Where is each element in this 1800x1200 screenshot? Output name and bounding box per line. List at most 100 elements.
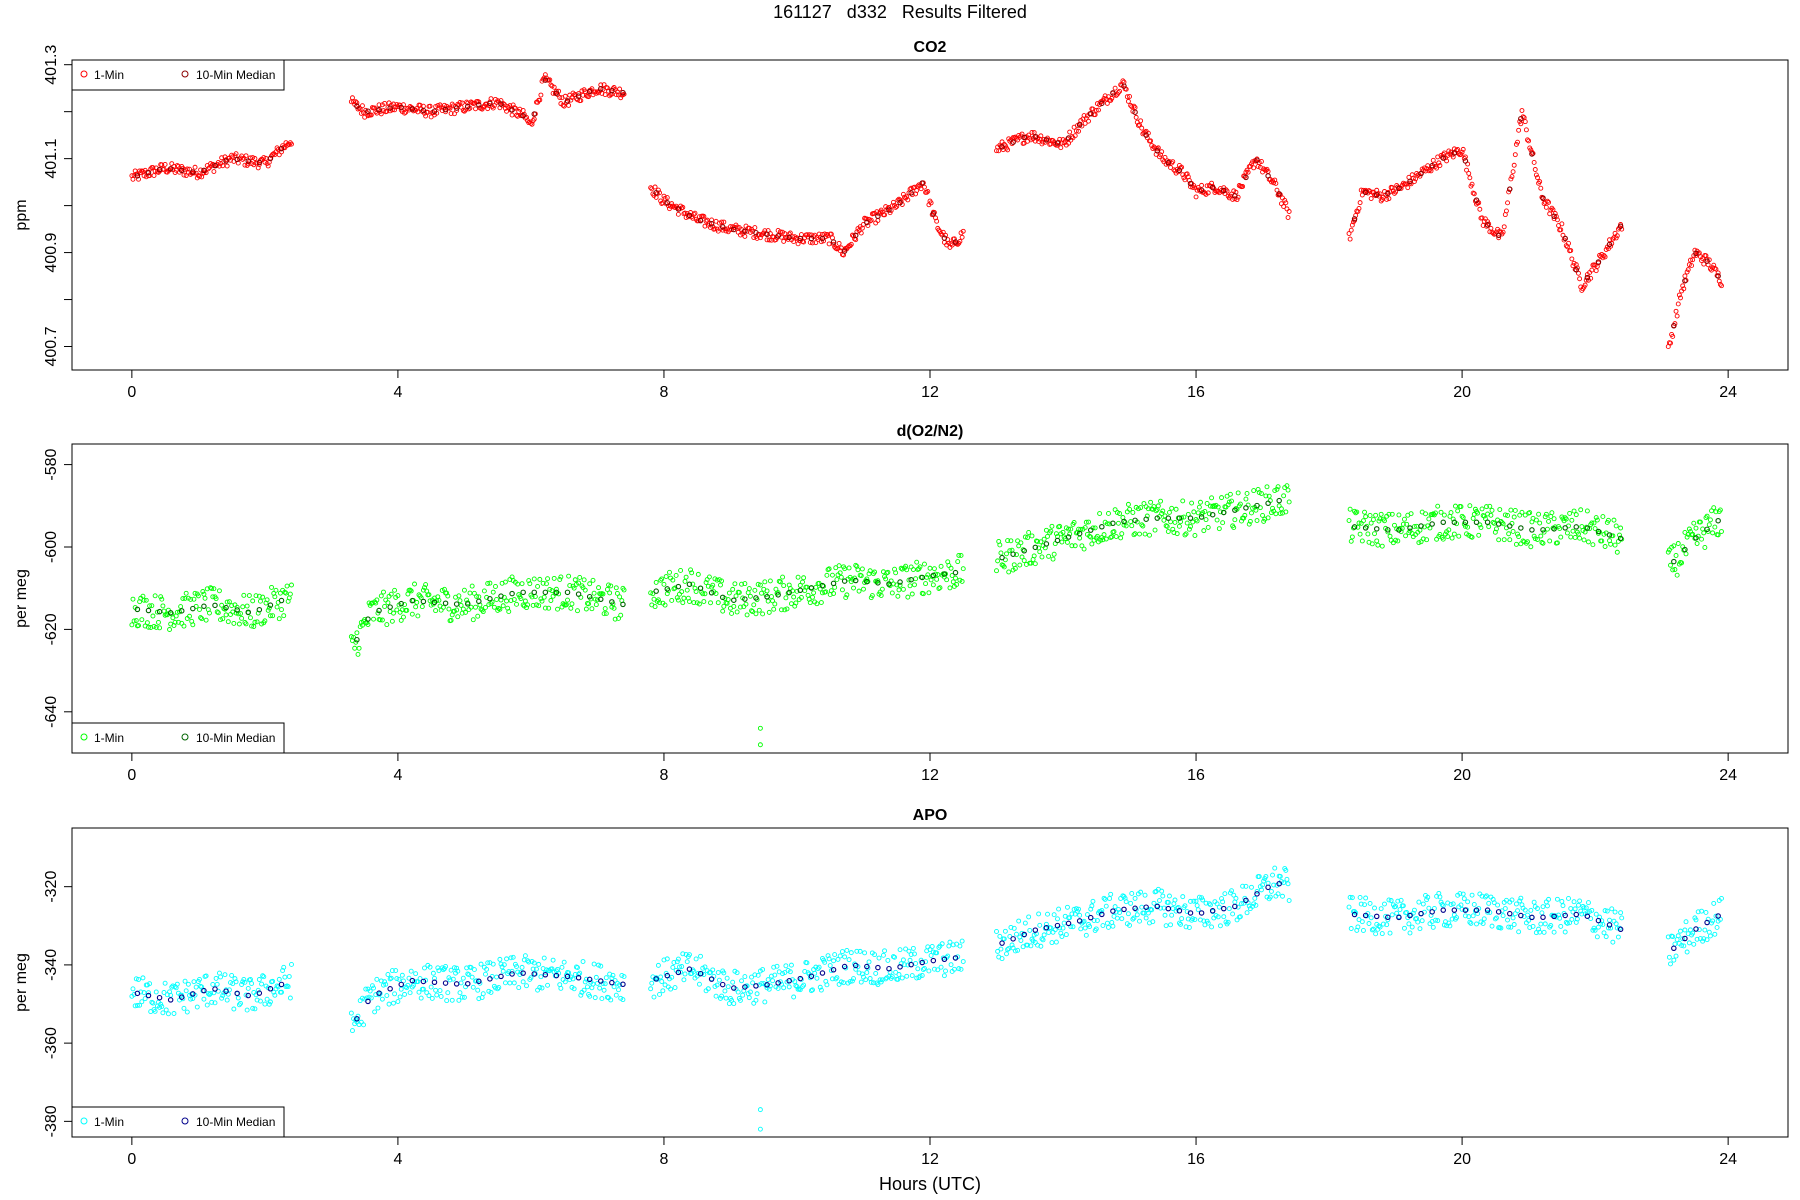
data-point [1426,905,1432,911]
data-point [1485,909,1491,915]
data-point [279,149,284,155]
data-point [788,601,794,607]
median-point [775,233,781,239]
data-point [614,590,620,596]
data-point [1134,912,1140,918]
data-point [409,611,415,617]
median-point [1671,945,1677,952]
data-point [538,92,544,98]
data-point [545,576,551,582]
data-point [174,981,180,987]
median-point [1076,122,1083,128]
data-point [140,975,146,981]
data-point [260,594,266,600]
data-point [591,961,597,967]
data-point [1594,934,1600,940]
data-point [825,953,831,959]
data-point [250,155,256,160]
data-point [365,622,371,627]
data-point [1603,934,1609,940]
data-point [581,577,587,583]
data-point [507,103,513,109]
data-point [896,587,902,593]
data-point [399,972,405,978]
median-point [1221,905,1227,912]
data-point [198,167,204,173]
data-point [1246,903,1252,909]
data-point [814,601,820,607]
data-point [572,577,578,583]
data-point [471,967,477,973]
data-point [1268,888,1274,894]
median-point [1243,897,1249,904]
data-point [376,102,382,108]
data-point [1614,233,1620,239]
data-point [846,565,852,571]
data-point [678,969,684,975]
data-point [1497,507,1503,512]
data-point [455,614,461,620]
median-point [542,589,549,596]
data-point [937,585,943,591]
data-point [165,1011,171,1017]
data-point [172,619,178,625]
data-point [1005,947,1011,952]
data-point [1417,926,1423,932]
data-point [791,994,797,1000]
median-point [786,978,792,984]
data-point [1201,528,1207,534]
data-point [1681,547,1687,553]
data-point [740,992,746,998]
data-point [546,605,552,611]
data-point [831,958,837,964]
data-point [1393,189,1399,195]
data-point [900,957,906,963]
data-point [454,607,460,613]
data-point [481,588,487,594]
data-point [427,964,433,970]
data-point [885,569,891,575]
median-point [697,217,704,224]
median-point [1221,187,1227,194]
data-point [720,608,726,614]
data-point [1168,519,1174,525]
data-point [1537,179,1543,185]
legend-label-median: 10-Min Median [196,1115,275,1129]
median-point [1076,530,1083,537]
data-point [1132,531,1138,537]
data-point [919,973,925,978]
data-point [443,109,449,115]
data-point [526,578,532,584]
data-point [434,992,440,998]
data-point [146,990,151,996]
median-point [167,997,174,1003]
data-point [525,958,531,964]
data-point [368,995,374,1001]
data-point [1356,206,1362,211]
data-point [1441,150,1447,156]
median-point [764,594,770,600]
data-point [678,567,684,573]
data-point [670,577,676,583]
data-point [922,561,927,567]
data-point [1567,920,1573,926]
median-point [852,962,859,969]
data-point [1102,93,1108,99]
data-point [377,617,383,623]
data-point [1018,540,1024,546]
median-point [234,607,240,613]
data-point [1459,513,1465,519]
data-point [700,591,706,597]
data-point [657,992,662,997]
data-point [1106,924,1111,930]
data-point [1458,504,1464,510]
data-point [534,602,539,608]
median-point [609,87,615,94]
data-point [1404,521,1410,527]
legend: 1-Min 10-Min Median [71,722,285,754]
data-point [755,581,761,587]
data-point [213,596,219,602]
data-point [433,608,439,614]
median-point [875,964,881,971]
